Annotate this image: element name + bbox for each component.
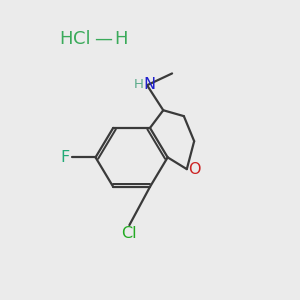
Text: F: F xyxy=(61,150,70,165)
Text: H: H xyxy=(134,78,144,91)
Text: N: N xyxy=(143,77,155,92)
Text: Cl: Cl xyxy=(74,30,91,48)
Text: O: O xyxy=(188,162,200,177)
Text: —: — xyxy=(94,30,112,48)
Text: Cl: Cl xyxy=(122,226,137,242)
Text: H: H xyxy=(59,30,73,48)
Text: H: H xyxy=(114,30,127,48)
